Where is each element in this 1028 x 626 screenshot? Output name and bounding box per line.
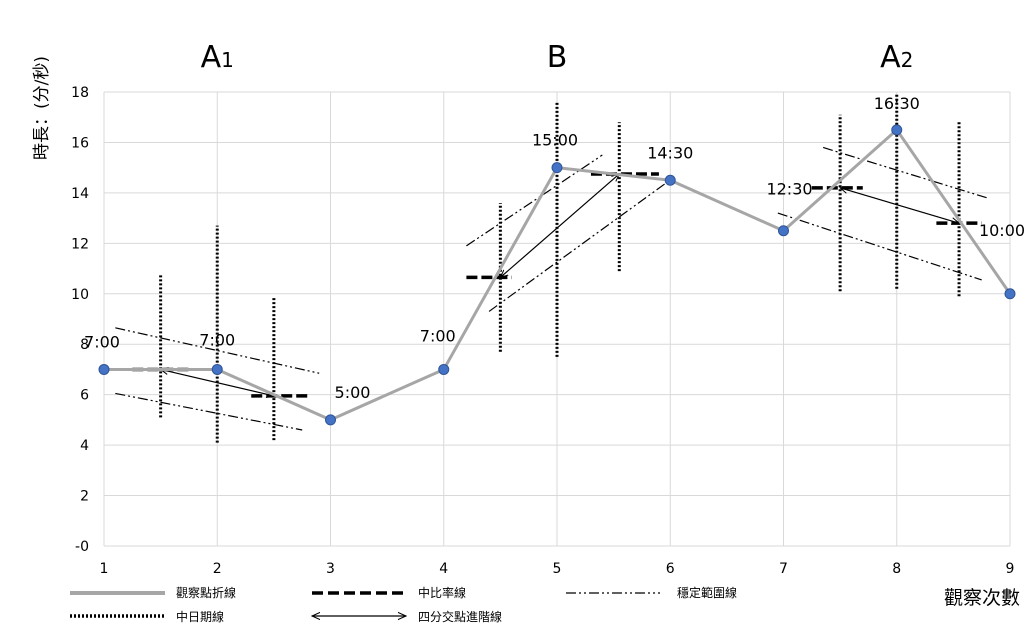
x-tick-label: 2	[213, 561, 222, 577]
legend-label: 穩定範圍線	[677, 585, 737, 600]
y-tick-label: 8	[80, 337, 89, 353]
legend-label: 中日期線	[176, 609, 224, 624]
observation-point	[664, 174, 676, 186]
y-tick-label: 4	[80, 438, 89, 454]
y-axis-label: 時長：(分/秒)	[32, 56, 52, 160]
y-tick-label: 14	[71, 186, 89, 202]
observation-point-label: 12:30	[766, 180, 812, 199]
observation-point-label: 7:00	[420, 326, 456, 345]
y-tick-label: 10	[71, 287, 89, 303]
x-tick-label: 5	[553, 561, 562, 577]
phase-label-subscript: 2	[901, 48, 914, 72]
legend-label: 四分交點進階線	[418, 609, 502, 624]
phase-label: A2	[880, 40, 913, 75]
observation-point	[211, 363, 223, 375]
x-tick-label: 7	[779, 561, 788, 577]
quartile-trend-line	[840, 188, 959, 223]
x-tick-labels: 1 2 3 4 5 6 7 8 9	[100, 561, 1015, 577]
y-tick-label: 18	[71, 85, 89, 101]
observation-series: 7:00 7:00 5:00 7:00 15:00 14:30 12:30 16:30 10:0…	[84, 94, 1025, 426]
stability-range-line	[115, 392, 303, 431]
phase-label-letter: B	[547, 40, 568, 75]
observation-point-label: 7:00	[199, 330, 235, 349]
x-tick-label: 1	[100, 561, 109, 577]
stability-range-line	[115, 327, 320, 374]
x-axis-label: 觀察次數	[944, 587, 1020, 609]
phase-label: A1	[201, 40, 234, 75]
observation-point-label: 15:00	[532, 131, 578, 150]
observation-point	[891, 124, 903, 136]
stability-range-lines	[115, 146, 988, 431]
observation-point-label: 5:00	[335, 383, 371, 402]
observation-point	[325, 414, 336, 426]
phase-label-letter: A	[201, 40, 222, 75]
observation-point	[551, 162, 563, 174]
y-tick-label: 12	[71, 236, 89, 252]
observation-point-label: 16:30	[874, 94, 920, 113]
quartile-trend-line	[500, 174, 619, 277]
phase-label: B	[547, 40, 568, 75]
legend-label: 中比率線	[418, 585, 466, 600]
y-tick-label: 16	[71, 135, 89, 151]
x-tick-label: 6	[666, 561, 675, 577]
y-tick-labels: -0 2 4 6 8 10 12 14 16 18	[71, 85, 89, 555]
y-tick-label: 2	[80, 489, 89, 505]
stability-range-line	[466, 154, 603, 247]
x-tick-label: 4	[439, 561, 448, 577]
observation-point	[778, 225, 789, 237]
x-tick-label: 8	[892, 561, 901, 577]
observation-point-label: 14:30	[647, 143, 693, 162]
x-tick-label: 3	[326, 561, 335, 577]
observation-point-label: 10:00	[979, 221, 1025, 240]
quartile-trend-line	[161, 369, 274, 395]
legend-label: 觀察點折線	[176, 585, 236, 600]
x-tick-label: 9	[1006, 561, 1015, 577]
y-tick-label: -0	[75, 539, 89, 555]
observation-point	[438, 363, 450, 375]
phase-label-subscript: 1	[221, 48, 234, 72]
phase-labels: A1 B A2	[201, 40, 914, 75]
phase-label-letter: A	[880, 40, 901, 75]
quartile-trend-lines	[161, 174, 959, 396]
observation-point-label: 7:00	[84, 332, 120, 351]
observation-point	[98, 363, 110, 375]
y-tick-label: 6	[80, 388, 89, 404]
observation-point	[1004, 288, 1016, 300]
stability-range-line	[488, 183, 665, 312]
stability-range-line	[777, 212, 982, 281]
